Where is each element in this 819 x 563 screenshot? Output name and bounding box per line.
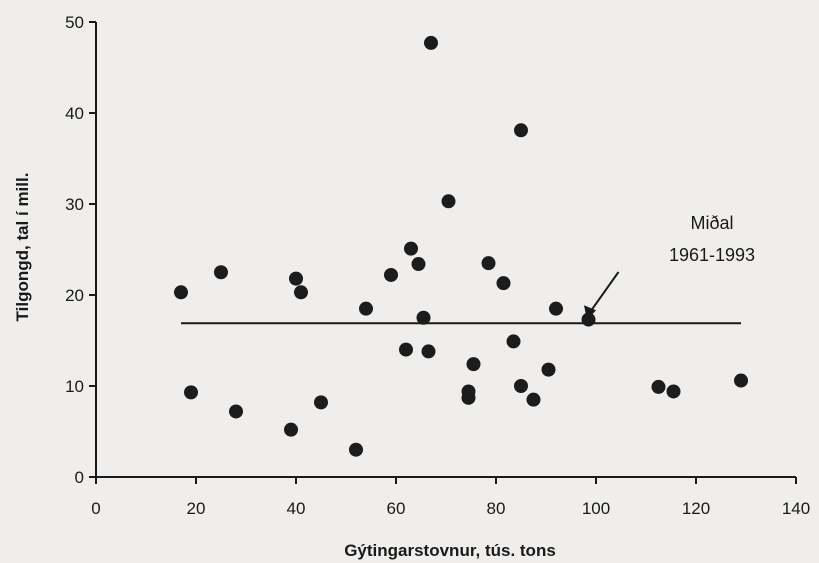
ticks: 0 10 20 30 40 50 0 20 40 60 80 100 120 140 xyxy=(65,13,810,518)
data-point xyxy=(384,267,398,282)
data-point xyxy=(441,194,456,209)
data-point xyxy=(416,310,431,325)
data-point xyxy=(466,357,481,372)
y-tick-label: 30 xyxy=(65,195,84,214)
x-tick-label: 140 xyxy=(782,499,810,518)
data-points xyxy=(174,35,748,457)
data-point xyxy=(289,271,303,286)
data-point xyxy=(229,404,243,419)
data-point xyxy=(174,285,188,300)
data-point xyxy=(514,123,528,138)
data-point xyxy=(214,265,228,280)
data-point xyxy=(349,442,363,457)
data-point xyxy=(734,373,748,388)
data-point xyxy=(506,334,521,349)
data-point xyxy=(541,362,556,377)
y-tick-label: 0 xyxy=(75,468,84,487)
data-point xyxy=(421,344,436,359)
x-axis-title: Gýtingarstovnur, tús. tons xyxy=(344,541,556,560)
y-tick-label: 40 xyxy=(65,104,84,123)
x-tick-label: 40 xyxy=(287,499,306,518)
data-point xyxy=(284,422,298,437)
data-point xyxy=(359,301,373,316)
reference-line-label-2: 1961-1993 xyxy=(669,245,755,265)
data-point xyxy=(461,384,476,399)
annotation-arrow-shaft xyxy=(589,271,620,313)
data-point xyxy=(399,342,413,357)
data-point xyxy=(424,35,438,50)
data-point xyxy=(496,276,511,291)
axes xyxy=(95,22,796,478)
data-point xyxy=(481,256,496,271)
x-tick-label: 80 xyxy=(487,499,506,518)
y-tick-label: 10 xyxy=(65,377,84,396)
x-tick-label: 100 xyxy=(582,499,610,518)
data-point xyxy=(314,395,328,410)
x-tick-label: 120 xyxy=(682,499,710,518)
y-tick-label: 20 xyxy=(65,286,84,305)
data-point xyxy=(411,257,426,272)
data-point xyxy=(651,379,666,394)
y-axis-title: Tilgongd, tal í mill. xyxy=(13,173,32,322)
data-point xyxy=(514,379,528,393)
x-tick-label: 0 xyxy=(91,499,100,518)
data-point xyxy=(404,241,418,256)
data-point xyxy=(549,301,563,316)
x-tick-label: 20 xyxy=(187,499,206,518)
y-tick-label: 50 xyxy=(65,13,84,32)
data-point xyxy=(184,385,198,400)
data-point xyxy=(581,312,596,327)
reference-line-label-1: Miðal xyxy=(690,213,733,233)
data-point xyxy=(294,285,308,300)
x-tick-label: 60 xyxy=(387,499,406,518)
data-point xyxy=(666,384,681,399)
data-point xyxy=(526,392,541,407)
